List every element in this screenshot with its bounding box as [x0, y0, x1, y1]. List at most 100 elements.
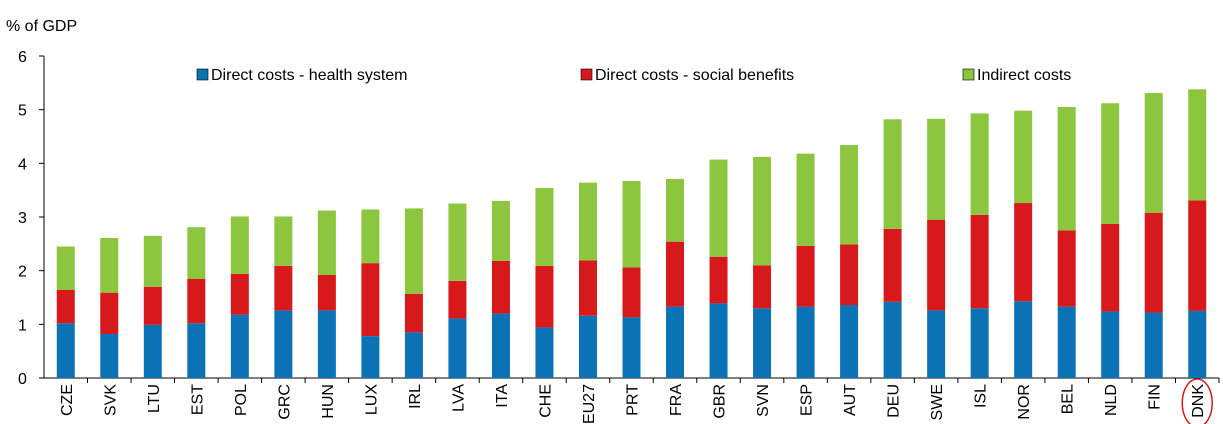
legend-label: Direct costs - social benefits — [595, 67, 794, 84]
bars — [56, 89, 1207, 378]
legend-label: Direct costs - health system — [211, 67, 408, 84]
bar-segment — [1014, 110, 1033, 204]
bar-segment — [56, 323, 75, 378]
bar-segment — [404, 293, 423, 333]
x-tick-label: SVN — [755, 384, 772, 417]
bar-segment — [491, 261, 510, 314]
bar-segment — [970, 214, 989, 309]
x-tick-label: LTU — [146, 384, 163, 413]
bar-segment — [796, 306, 815, 378]
bar-segment — [100, 237, 119, 293]
bar-stack — [535, 188, 554, 378]
bar-stack — [1014, 110, 1033, 378]
bar-segment — [709, 159, 728, 257]
bar-segment — [56, 246, 75, 290]
legend-label: Indirect costs — [977, 67, 1071, 84]
bar-segment — [796, 245, 815, 307]
x-tick-label: SVK — [102, 384, 119, 416]
bar-segment — [535, 327, 554, 378]
bar-segment — [1188, 310, 1207, 378]
highlight-circle — [1181, 378, 1213, 424]
bar-segment — [1188, 89, 1207, 201]
bar-segment — [1101, 223, 1120, 312]
bar-segment — [1101, 103, 1120, 224]
bar-segment — [230, 314, 249, 378]
bar-stack — [56, 246, 75, 378]
bar-segment — [317, 310, 336, 378]
x-tick-label: GBR — [712, 384, 729, 419]
bar-segment — [709, 303, 728, 378]
bar-segment — [404, 208, 423, 294]
bar-segment — [970, 308, 989, 378]
bar-segment — [404, 332, 423, 378]
y-tick-label: 3 — [18, 210, 27, 227]
x-tick-label: NLD — [1103, 384, 1120, 416]
y-tick-label: 1 — [18, 317, 27, 334]
bar-segment — [361, 209, 380, 264]
bar-segment — [796, 153, 815, 246]
bar-segment — [535, 188, 554, 266]
bar-stack — [1101, 103, 1120, 378]
x-tick-label: AUT — [842, 384, 859, 416]
bar-stack — [491, 200, 510, 378]
bar-segment — [274, 216, 293, 266]
x-tick-label: ITA — [494, 384, 511, 408]
bar-segment — [666, 241, 685, 307]
y-tick-label: 4 — [18, 156, 27, 173]
bar-segment — [622, 317, 641, 378]
bar-stack — [143, 235, 162, 378]
x-tick-label: NOR — [1016, 384, 1033, 420]
bar-segment — [535, 265, 554, 328]
bar-segment — [448, 203, 467, 281]
y-axis: 0 1 2 3 4 5 6 — [18, 49, 45, 388]
bar-segment — [448, 280, 467, 319]
x-tick-label: ISL — [973, 384, 990, 408]
bar-segment — [448, 318, 467, 378]
bar-segment — [840, 244, 859, 306]
bar-segment — [1057, 230, 1076, 307]
x-tick-label: EU27 — [581, 384, 598, 424]
bar-segment — [1014, 301, 1033, 378]
bar-segment — [274, 310, 293, 378]
bar-segment — [1101, 311, 1120, 378]
x-tick-label: LVA — [450, 384, 467, 412]
bar-segment — [143, 286, 162, 325]
x-tick-label: PRT — [625, 384, 642, 416]
bar-segment — [56, 289, 75, 324]
bar-stack — [1057, 106, 1076, 378]
bar-segment — [1144, 312, 1163, 378]
bar-segment — [927, 310, 946, 378]
bar-segment — [361, 336, 380, 378]
x-tick-label: FIN — [1147, 384, 1164, 410]
bar-segment — [666, 178, 685, 242]
y-tick-label: 5 — [18, 103, 27, 120]
bar-segment — [927, 118, 946, 220]
y-tick-label: 2 — [18, 264, 27, 281]
bar-segment — [187, 227, 206, 279]
bar-segment — [883, 301, 902, 378]
x-tick-label: FRA — [668, 384, 685, 416]
bar-stack — [927, 118, 946, 378]
bar-segment — [143, 324, 162, 378]
bar-segment — [883, 119, 902, 229]
x-tick-label: DEU — [886, 384, 903, 418]
bar-segment — [883, 228, 902, 302]
bar-segment — [1057, 306, 1076, 378]
bar-segment — [1144, 93, 1163, 213]
bar-stack — [404, 208, 423, 378]
legend-swatch — [580, 68, 593, 81]
bar-segment — [753, 265, 772, 309]
x-tick-label: IRL — [407, 384, 424, 409]
bar-segment — [578, 315, 597, 378]
bar-stack — [709, 159, 728, 378]
x-tick-label: SWE — [929, 384, 946, 420]
bar-stack — [578, 182, 597, 378]
bar-segment — [317, 274, 336, 311]
bar-segment — [709, 256, 728, 304]
bar-segment — [491, 200, 510, 262]
bar-segment — [666, 306, 685, 378]
legend-swatch — [962, 68, 975, 81]
x-tick-label: POL — [233, 384, 250, 416]
bar-segment — [753, 156, 772, 266]
